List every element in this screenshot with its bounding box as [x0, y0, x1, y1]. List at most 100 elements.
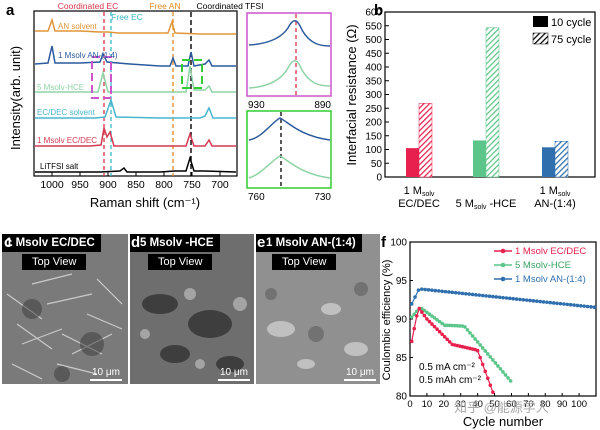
ce-an-point	[416, 288, 421, 292]
ce-an-point	[409, 302, 414, 306]
ce-hce-point	[493, 361, 498, 365]
ce-an-point	[592, 305, 597, 310]
resistance-ytick: 500	[365, 35, 382, 46]
watermark: 知乎 @能源学人	[454, 400, 549, 415]
ce-hce-point	[425, 310, 429, 315]
ce-ytick: 85	[396, 353, 408, 364]
ce-ecdec-point	[422, 313, 427, 318]
resistance-bar-chart: 0 50 100 150 200 250 300 350 400 450 500 550 600 Int…	[344, 8, 596, 211]
ce-an-point	[531, 299, 536, 303]
resistance-ylabel: Interfacial resistance (Ω)	[344, 24, 359, 165]
curve-hce	[35, 65, 236, 93]
ce-an-point	[487, 294, 492, 299]
ce-hce-point	[420, 306, 424, 311]
legend-75-cycle: 75 cycle	[551, 34, 591, 46]
ce-an-point	[436, 289, 441, 293]
resistance-ytick: 150	[365, 131, 382, 142]
ce-hce-point	[445, 323, 449, 328]
ce-hce-point	[470, 334, 475, 338]
ce-an-point	[426, 288, 431, 292]
ce-hce-point	[447, 323, 452, 328]
resistance-ytick: 350	[365, 76, 382, 87]
ce-an-point	[450, 290, 455, 295]
ce-an-point	[511, 296, 515, 301]
sem-c-title: 1 Msolv EC/DEC	[2, 234, 101, 252]
sem-image-e: 1 Msolv AN-(1:4) Top View 10 μm	[256, 234, 380, 384]
ce-ytick: 80	[396, 392, 408, 403]
ce-an-point	[423, 287, 428, 292]
bar-75-cycle	[418, 103, 433, 178]
ce-an-point	[582, 304, 586, 308]
ce-note-capacity: 0.5 mAh cm⁻²	[419, 375, 482, 386]
ce-an-point	[528, 298, 532, 303]
sem-image-c: 1 Msolv EC/DEC Top View 10 μm	[2, 234, 128, 384]
ce-ytick: 100	[390, 238, 407, 249]
legend-hce: 5 Msolv-HCE	[515, 260, 571, 271]
annot-free-ec: Free EC	[111, 12, 143, 22]
raman-xtick: 1000	[40, 179, 64, 191]
ce-hce-point	[463, 325, 467, 329]
ce-hce-point	[435, 317, 439, 322]
curve-ecdec-solvent	[35, 97, 236, 119]
ce-hce-point	[432, 316, 437, 320]
ce-hce-point	[501, 370, 505, 374]
ce-hce-point	[442, 323, 447, 327]
ce-ecdec-point	[445, 337, 449, 342]
ce-an-point	[440, 289, 444, 294]
ce-an-point	[551, 301, 556, 305]
raman-xlabel: Raman shift (cm⁻¹)	[90, 195, 200, 210]
panel-d-letter: d	[131, 234, 141, 251]
ce-hce-point	[430, 314, 434, 318]
ce-an-point	[535, 299, 539, 303]
resistance-ytick: 100	[365, 145, 382, 156]
ce-ecdec-point	[427, 319, 432, 324]
ce-xtick: 60	[506, 399, 517, 410]
ce-an-point	[548, 300, 553, 305]
panel-a-letter: a	[6, 2, 15, 19]
ce-an-point	[541, 300, 546, 304]
sem-e-subtitle: Top View	[272, 254, 337, 270]
ce-ecdec-point	[420, 310, 424, 314]
label-ecdec-solvent: EC/DEC solvent	[37, 108, 96, 117]
curve-litfsi	[35, 155, 237, 173]
bar-10-cycle	[542, 147, 555, 177]
category-label-ecdec: 1 Msolv	[404, 185, 435, 198]
ce-ytick: 90	[396, 315, 408, 326]
ce-an-point	[562, 302, 566, 306]
sem-e-title: 1 Msolv AN-(1:4)	[256, 234, 362, 252]
ce-xtick: 50	[489, 399, 500, 410]
inset-top-frame	[246, 12, 332, 97]
panel-c-letter: c	[4, 234, 13, 251]
resistance-ytick: 400	[365, 63, 382, 74]
ce-hce-point	[468, 331, 472, 335]
ce-ecdec-point	[447, 340, 452, 344]
ce-an-point	[578, 303, 583, 308]
ce-hce-point	[473, 337, 477, 341]
ce-an-point	[430, 288, 434, 293]
sem-image-d: 5 Msolv -HCE Top View 10 μm	[130, 234, 254, 384]
ce-hce-point	[465, 328, 470, 332]
ce-an-point	[504, 296, 509, 300]
sem-d-scalebar: 10 μm	[218, 367, 250, 381]
annot-coordinated-tfsi: Coordinated TFSI	[197, 1, 264, 11]
sem-e-scalebar: 10 μm	[344, 367, 376, 381]
ce-an-point	[480, 293, 485, 298]
raman-xtick: 700	[211, 179, 229, 191]
ce-ecdec-point	[488, 383, 493, 388]
bar-75-cycle	[485, 27, 500, 178]
ce-an-point	[491, 294, 495, 299]
ce-ecdec-point	[437, 329, 442, 334]
raman-xtick: 750	[183, 179, 201, 191]
ce-hce-point	[508, 379, 513, 383]
ce-an-point	[501, 295, 505, 300]
inset-top-xtick: 930	[248, 100, 265, 111]
resistance-ytick: 450	[365, 49, 382, 60]
ce-an-point	[474, 293, 478, 297]
ce-an-point	[568, 302, 573, 307]
bar-10-cycle	[406, 148, 419, 177]
ce-hce-point	[412, 312, 417, 316]
raman-xtick: 800	[155, 179, 173, 191]
sem-d-title: 5 Msolv -HCE	[130, 234, 220, 252]
legend-an: 1 Msolv AN-(1:4)	[515, 274, 586, 285]
